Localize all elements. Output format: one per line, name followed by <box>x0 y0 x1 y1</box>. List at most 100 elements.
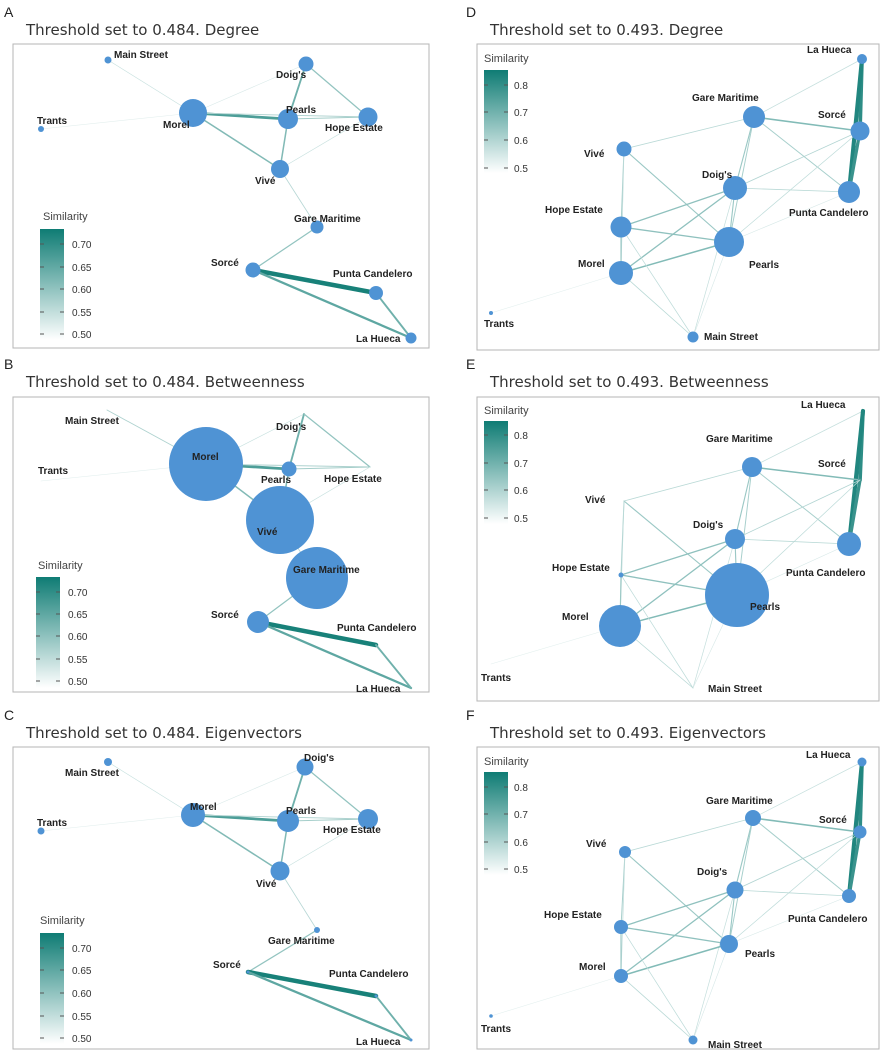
legend-title: Similarity <box>40 915 85 927</box>
node-label: Pearls <box>286 806 316 817</box>
node-label: La Hueca <box>801 400 846 411</box>
node-vive <box>270 861 290 881</box>
legend-tick: 0.8 <box>514 81 528 92</box>
edge <box>734 831 861 891</box>
node-label: Vivé <box>585 495 606 506</box>
edge <box>279 870 318 931</box>
legend-tick: 0.65 <box>72 966 92 977</box>
edges <box>490 56 865 338</box>
node-sorce <box>850 121 870 141</box>
legend-title: Similarity <box>43 211 88 223</box>
legend-tick: 0.5 <box>514 164 528 175</box>
panel-letter: F <box>466 707 475 723</box>
edge <box>623 116 755 150</box>
node-label: Morel <box>578 259 605 270</box>
node-label: Punta Candelero <box>337 623 416 634</box>
legend-tick: 0.55 <box>72 1012 92 1023</box>
edge <box>751 466 850 545</box>
edge <box>620 975 694 1041</box>
panel-frame <box>12 396 430 693</box>
node-label: Vivé <box>255 176 276 187</box>
node-trants <box>37 827 45 835</box>
node-label: Doig's <box>702 170 733 181</box>
node-label: Main Street <box>704 332 759 343</box>
node-punta-candelero <box>838 181 860 203</box>
edge <box>40 814 194 832</box>
legend-tick: 0.6 <box>514 136 528 147</box>
node-label: Pearls <box>750 602 780 613</box>
legend: Similarity 0.70 0.65 0.60 0.55 0.50 <box>40 915 92 1045</box>
edge <box>753 116 850 193</box>
edge <box>375 292 412 339</box>
edge <box>752 817 861 833</box>
node-gare-maritime <box>745 810 761 826</box>
node-label: Sorcé <box>211 258 239 269</box>
legend-colorbar <box>40 933 64 1044</box>
node-label: La Hueca <box>806 750 851 761</box>
node-main-street <box>687 331 699 343</box>
edge <box>624 851 730 945</box>
legend-colorbar <box>484 70 508 173</box>
edge <box>191 813 290 823</box>
edge <box>753 116 861 132</box>
edge <box>734 889 850 897</box>
node-la-hueca <box>857 757 867 767</box>
panel-d: D Threshold set to 0.493. Degree <box>466 4 880 351</box>
node-pearls <box>720 935 738 953</box>
edge <box>620 226 694 338</box>
legend: Similarity 0.70 0.65 0.60 0.55 0.50 <box>40 211 92 341</box>
node-label: La Hueca <box>807 45 852 56</box>
edge <box>624 817 754 853</box>
edge <box>191 111 290 121</box>
node-label: Vivé <box>257 527 278 538</box>
edge <box>279 168 318 228</box>
edge <box>734 538 850 545</box>
node-label: Doig's <box>276 70 307 81</box>
panel-letter: D <box>466 4 476 20</box>
edge <box>620 926 694 1041</box>
node-label: Punta Candelero <box>333 269 412 280</box>
edge <box>375 644 412 689</box>
node-label: Hope Estate <box>325 123 383 134</box>
node-label: Vivé <box>256 879 277 890</box>
panel-title: Threshold set to 0.493. Eigenvectors <box>489 724 766 742</box>
node-pearls <box>705 563 769 627</box>
legend: Similarity 0.8 0.7 0.6 0.5 <box>484 756 529 876</box>
edge <box>40 112 194 130</box>
node-punta-candelero <box>837 532 861 556</box>
legend-title: Similarity <box>38 560 83 572</box>
edge <box>734 466 753 540</box>
node-morel <box>609 261 633 285</box>
edge <box>256 620 413 690</box>
edge <box>287 818 369 822</box>
node-la-hueca <box>405 332 417 344</box>
edge <box>620 187 736 228</box>
legend-tick: 0.8 <box>514 431 528 442</box>
edge <box>375 995 412 1041</box>
node-label: Doig's <box>693 520 724 531</box>
panel-frame <box>12 43 430 349</box>
node-doigs <box>725 529 745 549</box>
edge <box>692 187 736 338</box>
edge <box>620 889 736 977</box>
node-label: Pearls <box>286 105 316 116</box>
node-label: Punta Candelero <box>786 568 865 579</box>
node-sorce <box>853 825 867 839</box>
node-label: Sorcé <box>211 610 239 621</box>
panel-letter: A <box>4 4 14 20</box>
node-gare-maritime <box>742 457 762 477</box>
node-morel <box>181 803 205 827</box>
node-sorce <box>246 970 250 974</box>
edge <box>734 187 850 193</box>
node-label: Morel <box>562 612 589 623</box>
node-doigs <box>726 881 744 899</box>
edge <box>620 926 730 945</box>
node-morel <box>614 969 628 983</box>
edge <box>847 830 862 898</box>
node-punta-candelero <box>842 889 856 903</box>
panel-b: B Threshold set to 0.484. Betweenness <box>4 356 430 695</box>
edges <box>40 59 413 340</box>
node-label: Main Street <box>708 684 763 695</box>
edge <box>623 148 730 243</box>
